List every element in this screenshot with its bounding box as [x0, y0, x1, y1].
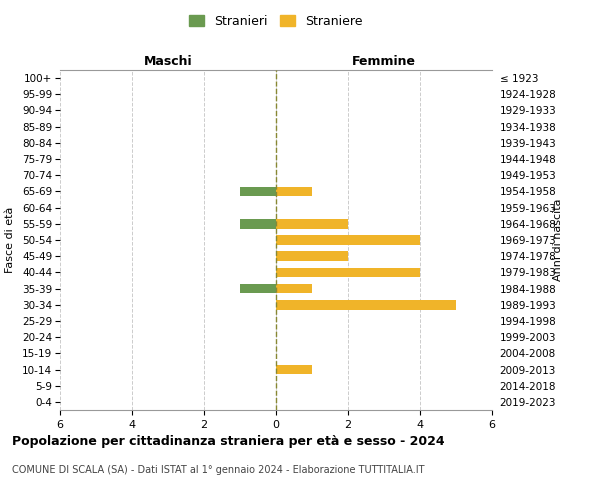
Text: Popolazione per cittadinanza straniera per età e sesso - 2024: Popolazione per cittadinanza straniera p… — [12, 435, 445, 448]
Legend: Stranieri, Straniere: Stranieri, Straniere — [185, 11, 367, 32]
Y-axis label: Anni di nascita: Anni di nascita — [553, 198, 563, 281]
Text: COMUNE DI SCALA (SA) - Dati ISTAT al 1° gennaio 2024 - Elaborazione TUTTITALIA.I: COMUNE DI SCALA (SA) - Dati ISTAT al 1° … — [12, 465, 425, 475]
Bar — [240, 219, 276, 228]
Bar — [276, 186, 312, 196]
Bar — [276, 284, 312, 294]
Y-axis label: Fasce di età: Fasce di età — [5, 207, 15, 273]
Bar — [276, 268, 420, 277]
Bar — [276, 219, 348, 228]
Bar — [276, 300, 456, 310]
Bar — [276, 235, 420, 245]
Text: Maschi: Maschi — [143, 54, 193, 68]
Bar — [240, 284, 276, 294]
Bar — [276, 252, 348, 261]
Bar — [240, 186, 276, 196]
Text: Femmine: Femmine — [352, 54, 416, 68]
Bar — [276, 364, 312, 374]
